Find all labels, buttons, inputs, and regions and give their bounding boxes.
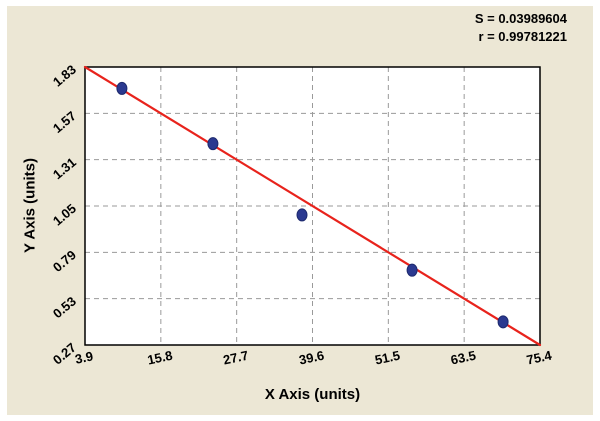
y-tick-label: 0.79 [50,247,79,275]
data-point [406,263,418,277]
stats-block: S = 0.03989604 r = 0.99781221 [475,10,567,46]
data-point [116,81,128,95]
data-point [296,208,308,222]
x-axis-title: X Axis (units) [264,386,361,403]
y-tick-label: 1.83 [50,62,79,90]
x-tick-label: 51.5 [373,348,401,368]
x-tick-label: 3.9 [74,348,95,366]
y-tick-label: 0.27 [50,340,79,368]
y-tick-label: 1.05 [50,201,79,229]
data-point [497,315,509,329]
y-axis-title: Y Axis (units) [21,157,39,254]
stat-r-value: r = 0.99781221 [478,29,567,45]
x-tick-label: 15.8 [146,348,174,368]
y-tick-label: 1.31 [50,154,79,182]
y-tick-label: 0.53 [50,293,79,321]
plot-frame [84,66,541,346]
y-tick-label: 1.57 [50,108,79,136]
data-point [207,137,219,151]
x-tick-label: 39.6 [298,348,326,368]
regression-line [83,65,542,347]
x-tick-label: 27.7 [222,348,250,368]
stat-s-value: S = 0.03989604 [474,11,567,26]
x-tick-label: 63.5 [449,348,477,368]
x-tick-label: 75.4 [525,347,554,367]
